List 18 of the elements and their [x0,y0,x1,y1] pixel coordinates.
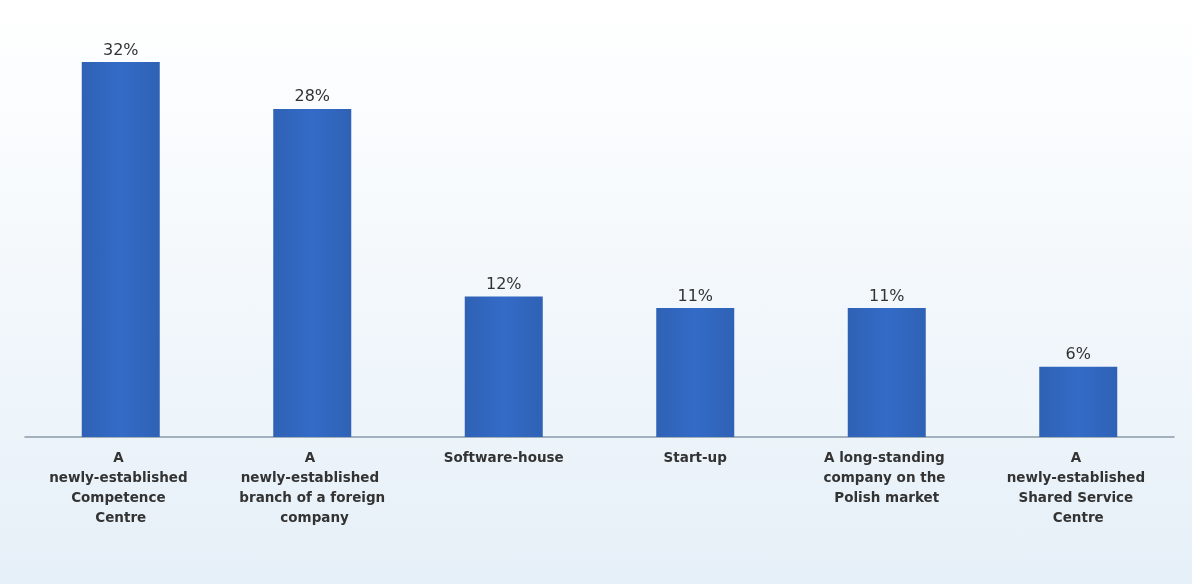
bar [273,108,352,437]
data-label: 11% [868,285,905,305]
data-label: 6% [1065,344,1091,364]
bar [464,296,543,437]
bar [656,308,735,437]
x-tick-label: Start-up [663,449,728,465]
bar [1039,366,1118,437]
bar [847,308,926,437]
bar [81,62,160,437]
x-tick-label: A newly-established branch of a foreign company [239,449,386,525]
data-label: 28% [294,86,331,106]
data-label: 11% [677,285,714,305]
x-tick-label: Software-house [443,449,564,465]
x-tick-label: A long-standing company on the Polish market [823,449,951,505]
data-label: 12% [485,273,522,293]
x-tick-label: A newly-established Competence Centre [49,449,193,525]
x-tick-label: A newly-established Shared Service Centre [1006,449,1150,525]
data-label: 32% [102,39,139,59]
